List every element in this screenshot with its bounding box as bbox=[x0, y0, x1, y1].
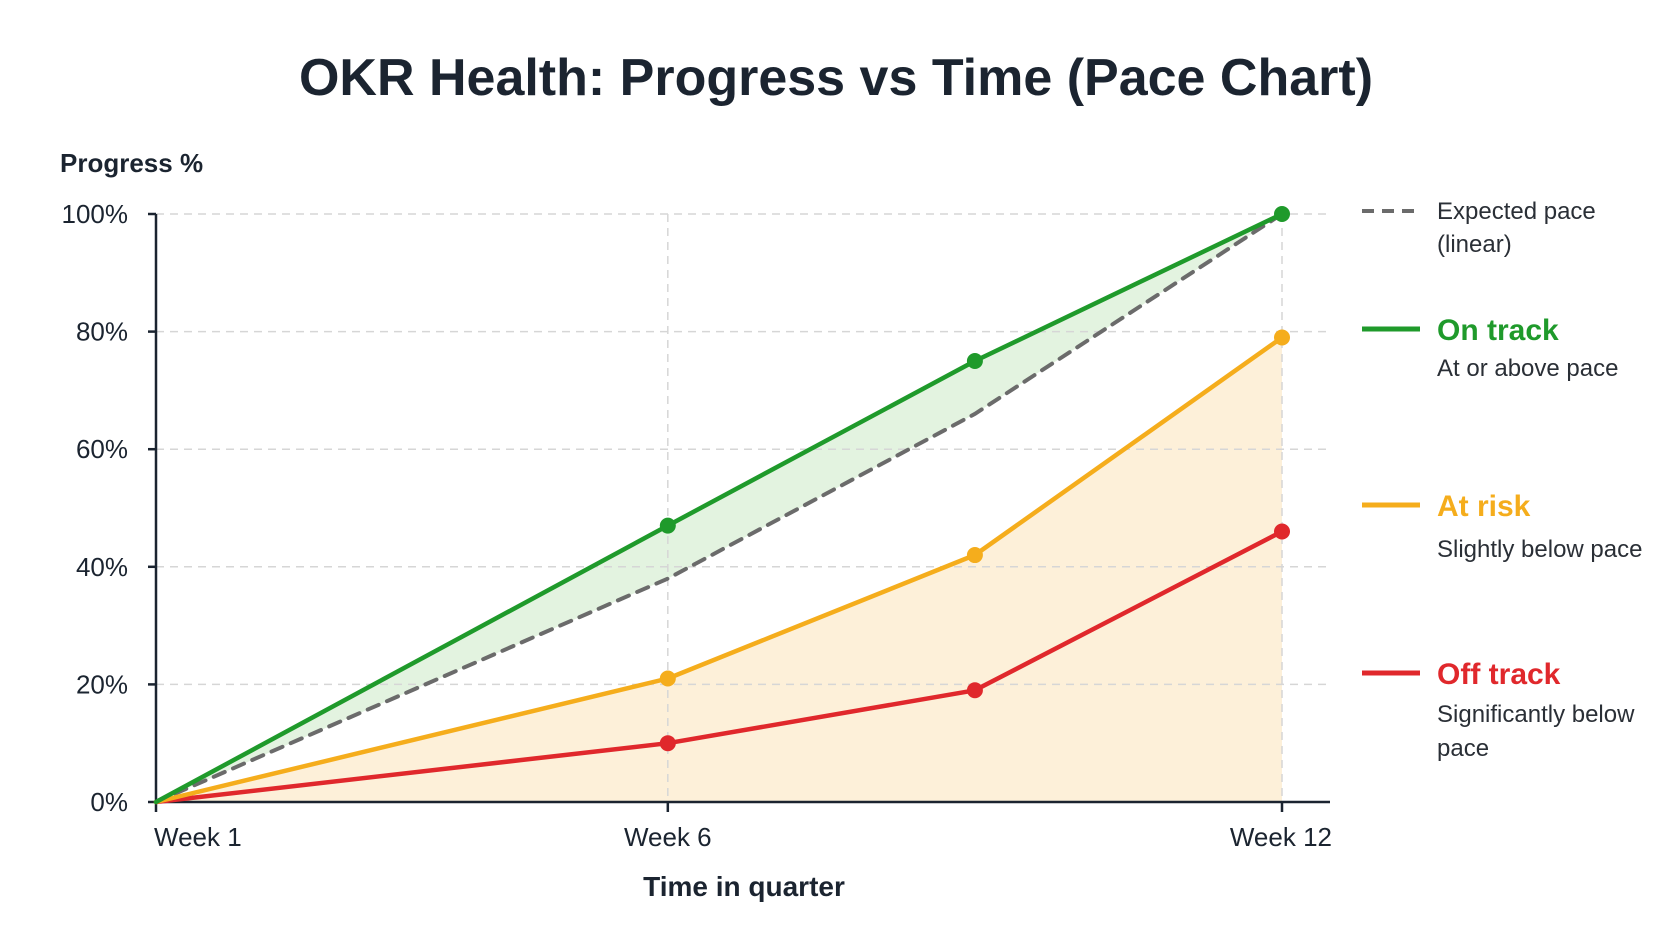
legend-label-expected-pace: Expected pace bbox=[1437, 198, 1596, 225]
legend-label-off-track: Off track bbox=[1437, 658, 1561, 691]
line-off-track bbox=[153, 529, 1285, 805]
legend-item-at-risk[interactable]: At risk Slightly below pace bbox=[1362, 490, 1642, 563]
point-on-track-12 bbox=[1274, 206, 1290, 222]
point-off-track-6 bbox=[659, 735, 676, 752]
x-tick-label-week-1: Week 1 bbox=[154, 822, 242, 852]
legend-desc-at-risk: Slightly below pace bbox=[1437, 536, 1642, 563]
point-at-risk-9 bbox=[966, 547, 983, 564]
y-tick-label-80: 80% bbox=[76, 317, 128, 347]
series-lines bbox=[153, 211, 1285, 805]
y-tick-label-20: 20% bbox=[76, 669, 128, 699]
y-tick-label-100: 100% bbox=[62, 199, 129, 229]
y-tick-label-60: 60% bbox=[76, 434, 128, 464]
legend-label-at-risk: At risk bbox=[1437, 490, 1531, 523]
series-points bbox=[659, 206, 1290, 752]
legend: Expected pace (linear) On track At or ab… bbox=[1362, 198, 1642, 762]
chart-title: OKR Health: Progress vs Time (Pace Chart… bbox=[299, 49, 1373, 107]
legend-desc-on-track: At or above pace bbox=[1437, 355, 1618, 382]
legend-item-expected-pace[interactable]: Expected pace (linear) bbox=[1362, 198, 1596, 258]
point-off-track-9 bbox=[966, 682, 983, 699]
point-at-risk-12 bbox=[1274, 329, 1290, 346]
y-tick-label-40: 40% bbox=[76, 552, 128, 582]
x-axis-label: Time in quarter bbox=[643, 871, 845, 902]
legend-desc-off-track: Significantly below pace bbox=[1437, 701, 1635, 762]
point-on-track-6 bbox=[659, 517, 676, 534]
point-at-risk-6 bbox=[659, 670, 676, 687]
legend-label-on-track: On track bbox=[1437, 314, 1559, 347]
y-tick-labels: 0% 20% 40% 60% 80% 100% bbox=[62, 199, 156, 817]
y-axis-label: Progress % bbox=[60, 148, 203, 178]
legend-desc-expected-pace: (linear) bbox=[1437, 231, 1512, 258]
legend-item-off-track[interactable]: Off track Significantly below pace bbox=[1362, 658, 1635, 762]
x-tick-labels: Week 1 Week 6 Week 12 bbox=[154, 802, 1332, 852]
axes bbox=[154, 214, 1330, 804]
x-tick-label-week-12: Week 12 bbox=[1230, 822, 1332, 852]
point-off-track-12 bbox=[1274, 523, 1290, 540]
area-fills bbox=[156, 214, 1282, 802]
area-fill-on-track bbox=[156, 214, 1282, 802]
grid-lines bbox=[156, 213, 1330, 802]
line-on-track bbox=[153, 211, 1285, 805]
x-tick-label-week-6: Week 6 bbox=[624, 822, 712, 852]
y-tick-label-0: 0% bbox=[90, 787, 128, 817]
legend-item-on-track[interactable]: On track At or above pace bbox=[1362, 314, 1618, 382]
area-fill-at-risk bbox=[156, 337, 1282, 802]
line-at-risk bbox=[153, 335, 1285, 805]
line-expected-pace bbox=[154, 212, 1284, 804]
point-on-track-9 bbox=[966, 353, 983, 369]
